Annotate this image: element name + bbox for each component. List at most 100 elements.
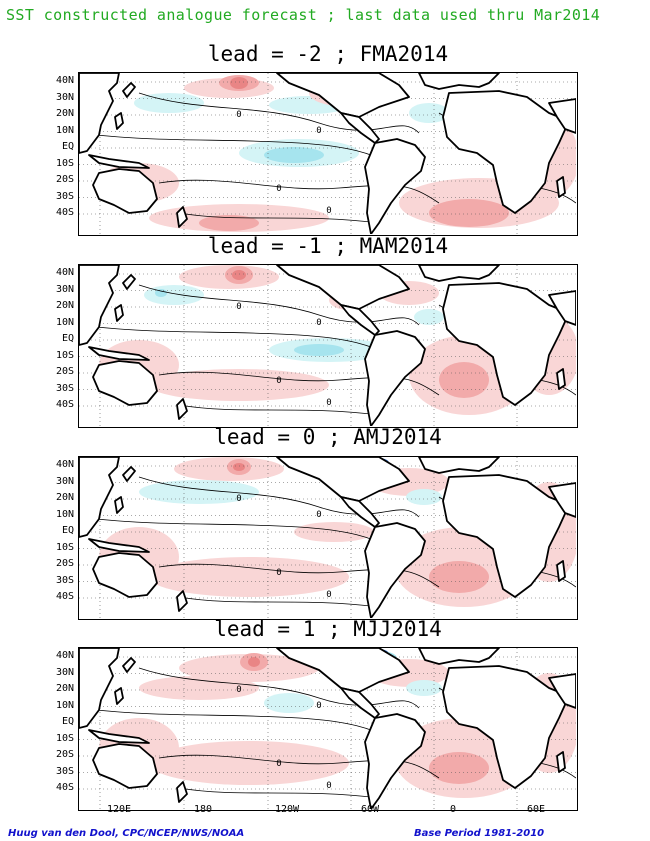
sst-anomaly-map: 000000: [79, 457, 576, 618]
latitude-label: 20S: [55, 174, 74, 185]
land-outline: [442, 474, 570, 598]
land-outline: [340, 112, 380, 144]
land-outline: [114, 112, 124, 130]
sst-anomaly-map: 000000: [79, 265, 576, 426]
sst-map-panel-2: 000000: [78, 264, 578, 428]
land-outline: [88, 729, 150, 744]
latitude-label: 40N: [55, 267, 74, 278]
latitude-label: EQ: [61, 716, 74, 727]
land-outline: [176, 781, 188, 803]
anomaly-region: [406, 489, 442, 505]
sst-map-panel-3: 000000: [78, 456, 578, 620]
land-outline: [364, 713, 426, 809]
land-outline: [442, 665, 570, 789]
land-outline: [442, 90, 570, 214]
contour-label: 0: [236, 494, 241, 504]
latitude-label: 30S: [55, 382, 74, 394]
land-outline: [122, 274, 136, 290]
contour-label: 0: [316, 318, 321, 328]
latitude-label: EQ: [61, 333, 74, 344]
latitude-label: 20S: [55, 749, 74, 760]
anomaly-region: [232, 270, 246, 280]
credit-text: Huug van den Dool, CPC/NCEP/NWS/NOAA: [8, 828, 245, 839]
latitude-label: 40S: [55, 399, 74, 410]
anomaly-region: [294, 344, 344, 356]
land-outline: [364, 330, 426, 426]
base-period-text: Base Period 1981-2010: [414, 828, 545, 839]
panel-title-1: lead = -2 ; FMA2014: [207, 42, 449, 66]
land-outline: [79, 265, 120, 346]
contour-label: 0: [326, 398, 331, 408]
longitude-label: 60W: [360, 804, 380, 815]
contour-line: [158, 563, 440, 588]
anomaly-region: [149, 741, 349, 785]
anomaly-region: [294, 522, 374, 542]
anomaly-region: [199, 215, 259, 231]
latitude-label: 10S: [55, 349, 74, 361]
anomaly-region: [155, 289, 167, 297]
land-outline: [442, 282, 570, 406]
anomaly-region: [233, 463, 245, 471]
contour-label: 0: [316, 126, 321, 136]
contour-label: 0: [276, 376, 281, 386]
contour-label: 0: [236, 685, 241, 695]
land-outline: [340, 304, 380, 336]
land-outline: [88, 154, 150, 169]
land-outline: [548, 290, 576, 326]
anomaly-region: [439, 362, 489, 398]
contour-line: [138, 92, 420, 134]
anomaly-region: [139, 676, 259, 700]
contour-label: 0: [326, 781, 331, 791]
land-outline: [88, 346, 150, 361]
land-outline: [364, 522, 426, 618]
latitude-label: 20S: [55, 558, 74, 569]
land-outline: [276, 265, 410, 310]
anomaly-region: [406, 680, 442, 696]
land-outline: [276, 457, 410, 502]
anomaly-region: [139, 480, 259, 504]
latitude-label: 30S: [55, 574, 74, 586]
latitude-label: 30S: [55, 190, 74, 202]
latitude-label: 10N: [55, 508, 74, 520]
longitude-label: 120E: [106, 804, 132, 815]
longitude-label: 0: [449, 804, 457, 815]
anomaly-region: [149, 557, 349, 597]
anomaly-region: [144, 285, 204, 305]
land-outline: [418, 265, 500, 282]
land-outline: [556, 176, 566, 198]
land-outline: [176, 590, 188, 612]
latitude-label: 30N: [55, 91, 74, 103]
contour-label: 0: [276, 759, 281, 769]
contour-label: 0: [276, 568, 281, 578]
anomaly-region: [429, 752, 489, 784]
sst-anomaly-map: 000000: [79, 73, 576, 234]
contour-line: [178, 596, 380, 608]
land-outline: [556, 560, 566, 582]
latitude-label: 40S: [55, 207, 74, 218]
latitude-label: EQ: [61, 141, 74, 152]
contour-label: 0: [326, 206, 331, 216]
latitude-label: 10S: [55, 732, 74, 744]
panel-title-4: lead = 1 ; MJJ2014: [214, 617, 442, 641]
sst-map-panel-1: 000000: [78, 72, 578, 236]
graticule: [79, 265, 576, 426]
land-outline: [556, 751, 566, 773]
latitude-label: 20N: [55, 492, 74, 503]
land-outline: [79, 648, 120, 729]
latitude-label: 10N: [55, 316, 74, 328]
latitude-label: 10S: [55, 157, 74, 169]
chart-title: SST constructed analogue forecast ; last…: [6, 6, 601, 24]
contour-label: 0: [316, 510, 321, 520]
land-outline: [92, 360, 158, 406]
land-outline: [418, 457, 500, 474]
land-outline: [418, 648, 500, 665]
latitude-label: 10N: [55, 699, 74, 711]
contour-label: 0: [236, 302, 241, 312]
land-outline: [114, 304, 124, 322]
land-outline: [176, 206, 188, 228]
contour-label: 0: [326, 590, 331, 600]
latitude-label: 30N: [55, 283, 74, 295]
latitude-label: 40N: [55, 650, 74, 661]
land-outline: [122, 82, 136, 98]
latitude-label: 40N: [55, 75, 74, 86]
